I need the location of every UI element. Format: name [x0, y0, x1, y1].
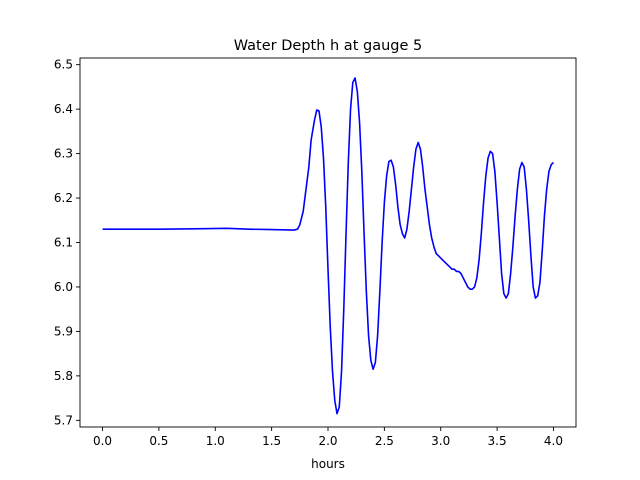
x-tick-label: 1.5: [262, 434, 281, 448]
x-tick-label: 0.0: [93, 434, 112, 448]
x-tick-label: 0.5: [149, 434, 168, 448]
y-tick-label: 6.1: [54, 236, 73, 250]
y-tick-label: 5.8: [54, 369, 73, 383]
y-tick-label: 6.0: [54, 280, 73, 294]
y-tick-label: 6.5: [54, 58, 73, 72]
y-tick-label: 5.7: [54, 413, 73, 427]
x-tick-label: 2.0: [318, 434, 337, 448]
x-tick-label: 2.5: [375, 434, 394, 448]
axes: 0.0 0.5 1.0 1.5 2.0 2.5 3.0 3.5 4.0 5.7 5.8 5.9 6.0 6…: [54, 57, 577, 448]
x-axis-label: hours: [311, 457, 345, 471]
y-tick-label: 6.4: [54, 102, 73, 116]
y-tick-label: 6.2: [54, 191, 73, 205]
y-tick-label: 6.3: [54, 147, 73, 161]
x-tick-label: 3.5: [488, 434, 507, 448]
chart-title: Water Depth h at gauge 5: [234, 38, 422, 54]
x-tick-label: 1.0: [206, 434, 225, 448]
y-tick-label: 5.9: [54, 324, 73, 338]
x-tick-label: 3.0: [431, 434, 450, 448]
plot-area: [102, 77, 555, 415]
x-tick-label: 4.0: [544, 434, 563, 448]
series-line-0: [102, 77, 555, 415]
